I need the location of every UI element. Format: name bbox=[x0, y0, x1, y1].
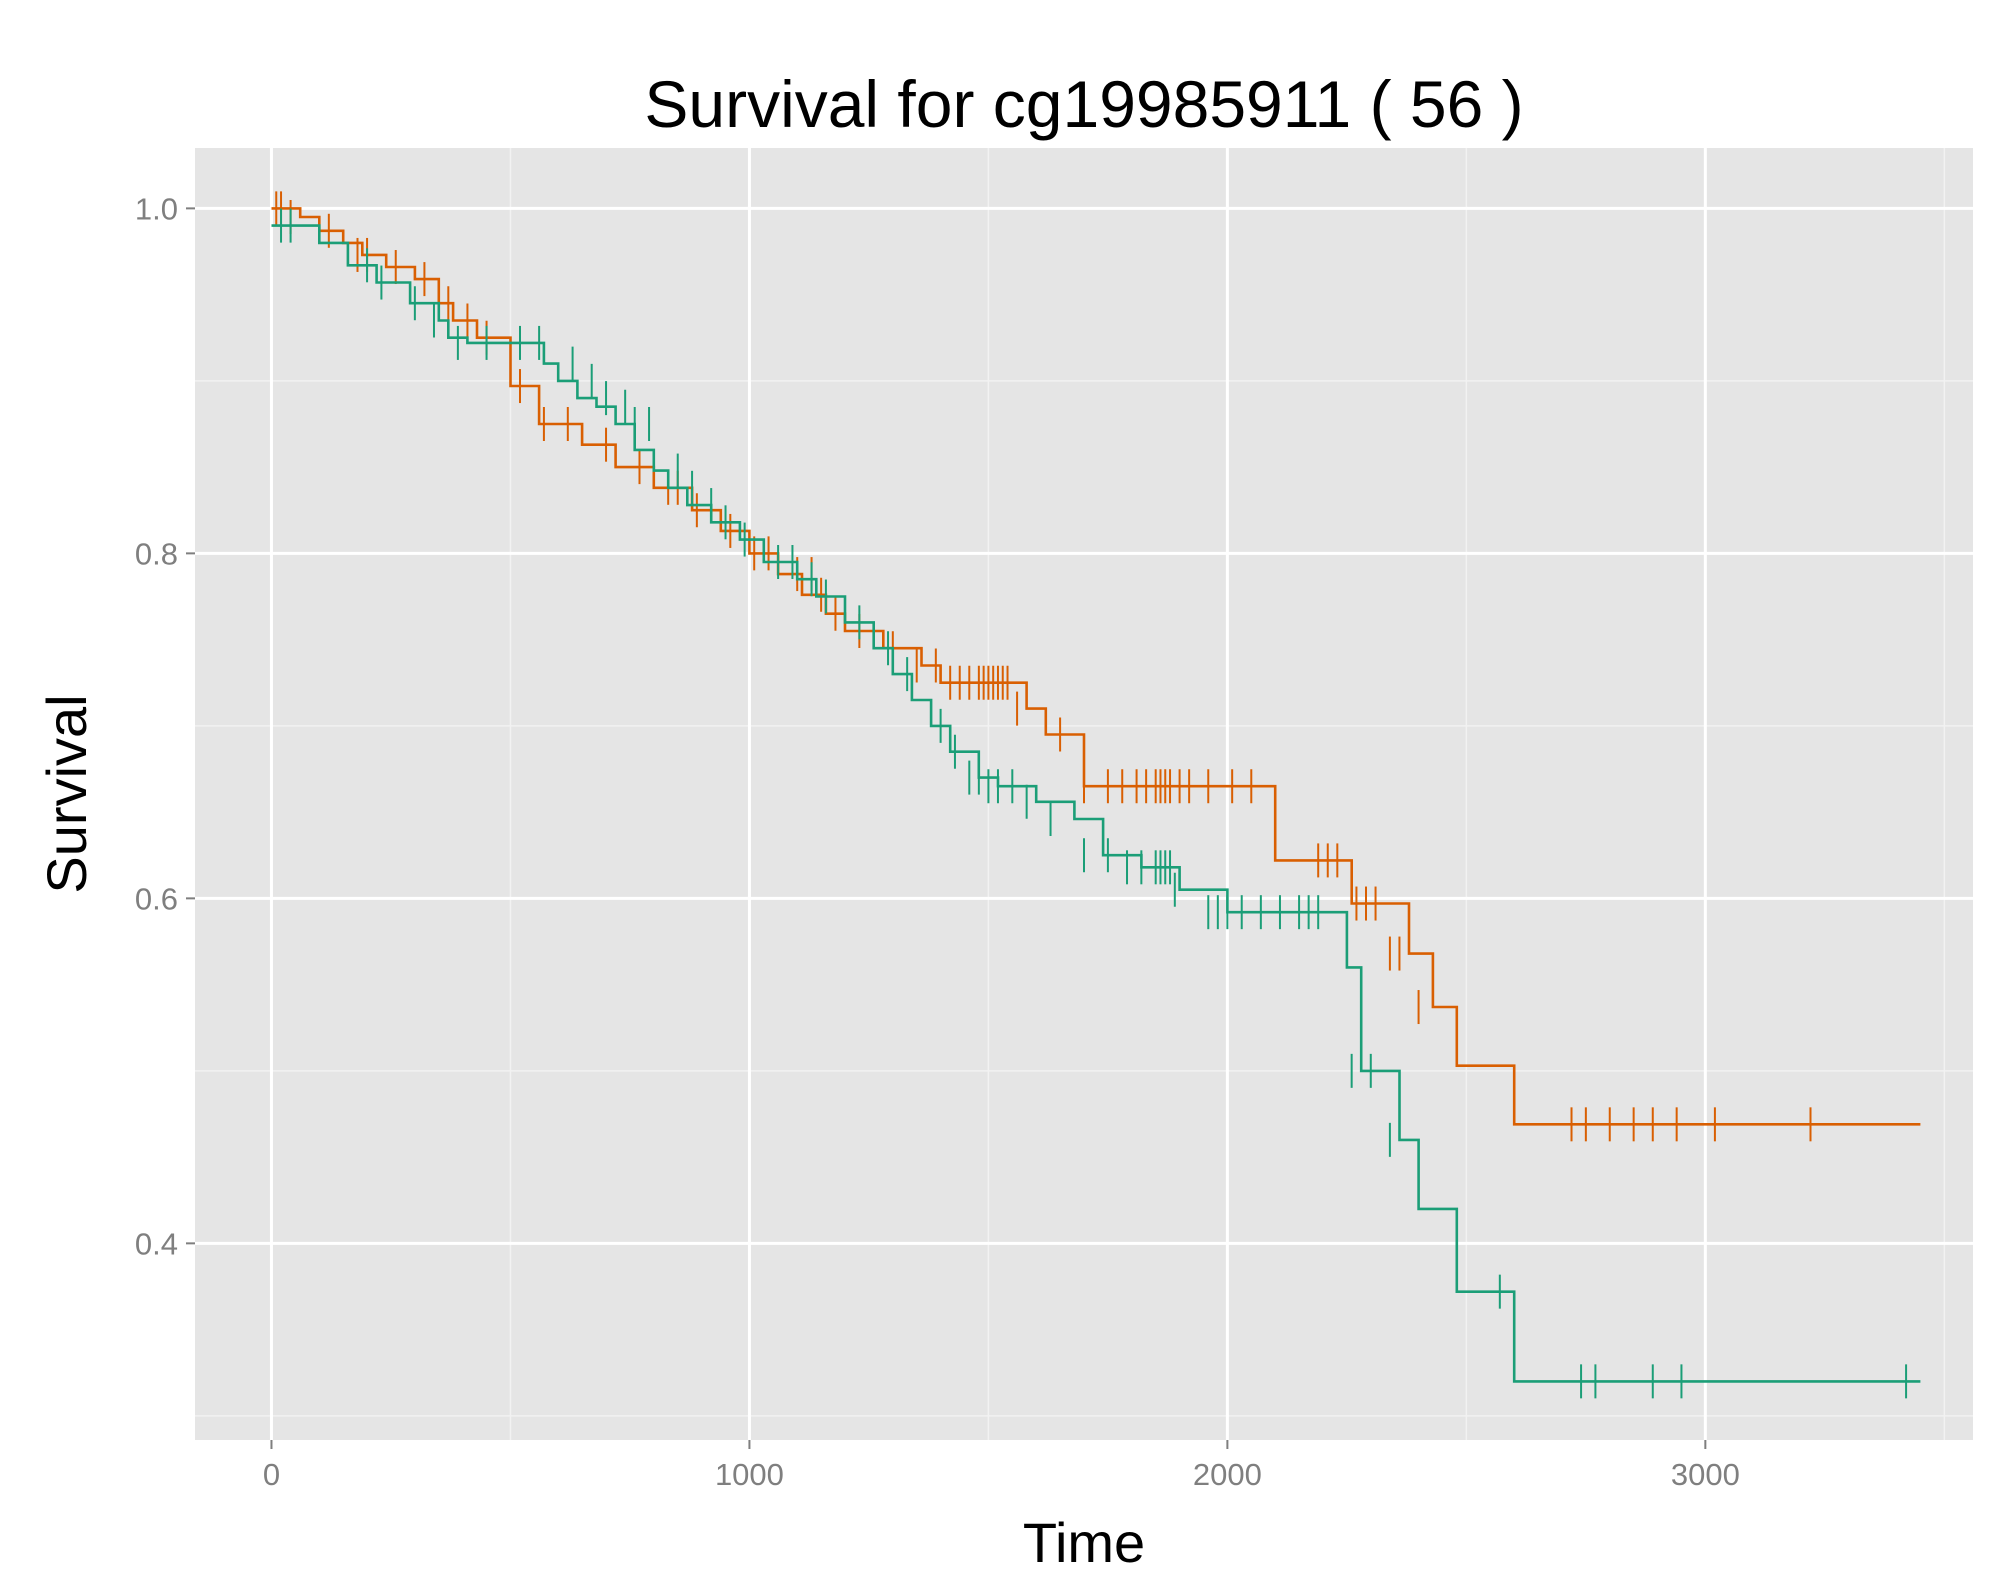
series-layer bbox=[271, 191, 1921, 1399]
x-tick-label: 2000 bbox=[1193, 1457, 1262, 1492]
y-tick-label: 0.8 bbox=[135, 536, 178, 571]
x-axis-title: Time bbox=[1023, 1511, 1145, 1574]
y-tick-label: 1.0 bbox=[135, 191, 178, 226]
y-tick-label: 0.6 bbox=[135, 881, 178, 916]
major-grid bbox=[195, 148, 1973, 1440]
survival-series-2 bbox=[271, 208, 1921, 1399]
chart-title: Survival for cg19985911 ( 56 ) bbox=[644, 67, 1523, 141]
y-axis-title: Survival bbox=[35, 694, 98, 893]
survival-curve-line bbox=[271, 207, 1921, 1126]
x-tick-label: 1000 bbox=[715, 1457, 784, 1492]
x-tick-label: 3000 bbox=[1671, 1457, 1740, 1492]
tick-labels: 0 1000 2000 3000 0.4 0.6 0.8 1.0 bbox=[135, 191, 1740, 1492]
axis-ticks bbox=[186, 207, 1707, 1449]
y-tick-label: 0.4 bbox=[135, 1226, 178, 1261]
x-tick-label: 0 bbox=[263, 1457, 280, 1492]
survival-curve-line bbox=[271, 224, 1921, 1383]
